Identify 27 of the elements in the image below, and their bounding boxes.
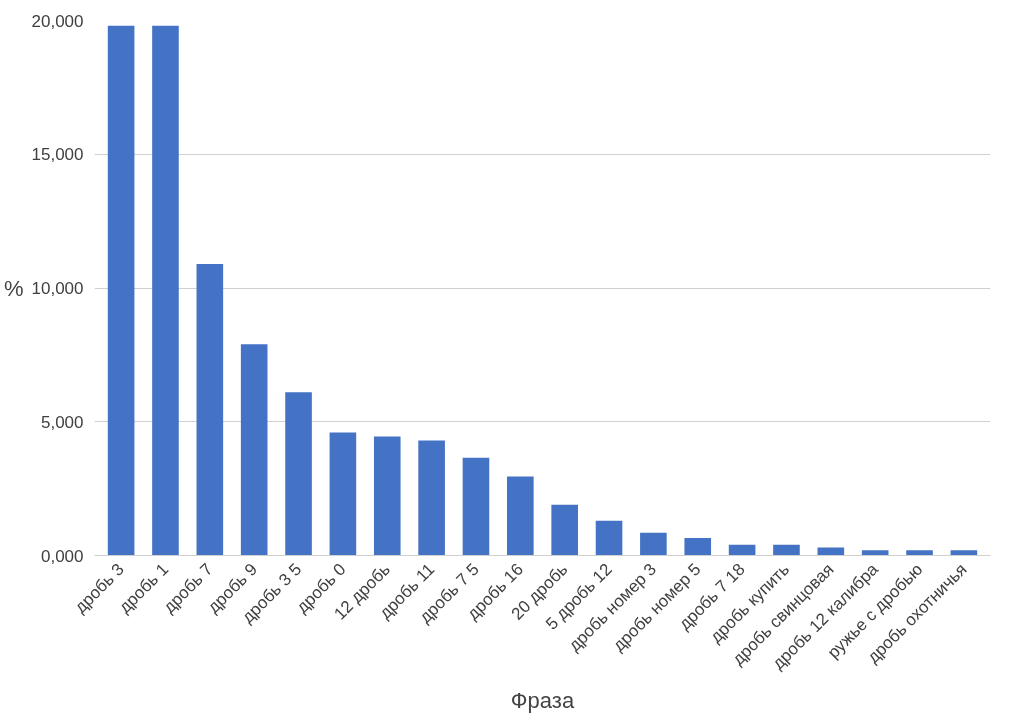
bar — [152, 25, 179, 556]
bar — [640, 532, 667, 556]
bar — [773, 544, 800, 556]
bar — [107, 25, 135, 556]
x-axis-title: Фраза — [510, 687, 575, 713]
bar — [684, 538, 712, 556]
bar — [861, 550, 889, 556]
bar — [240, 344, 268, 556]
bar — [551, 504, 578, 556]
bar — [329, 432, 357, 556]
bar — [196, 263, 224, 556]
bar — [507, 476, 534, 556]
bar — [817, 547, 845, 556]
bar — [728, 544, 756, 556]
y-tick-label: 15,000 — [31, 145, 84, 165]
bar — [418, 440, 445, 556]
bar — [595, 520, 623, 556]
bar — [950, 550, 978, 556]
bar — [373, 436, 401, 556]
y-tick-label: 10,000 — [31, 279, 84, 298]
bar — [285, 392, 312, 556]
y-tick-label: 20,000 — [31, 11, 84, 31]
y-tick-label: 5,000 — [40, 412, 84, 432]
bar — [462, 457, 490, 556]
y-axis-title: % — [3, 275, 24, 301]
bar — [906, 550, 933, 556]
y-tick-label: 0,000 — [40, 546, 84, 566]
